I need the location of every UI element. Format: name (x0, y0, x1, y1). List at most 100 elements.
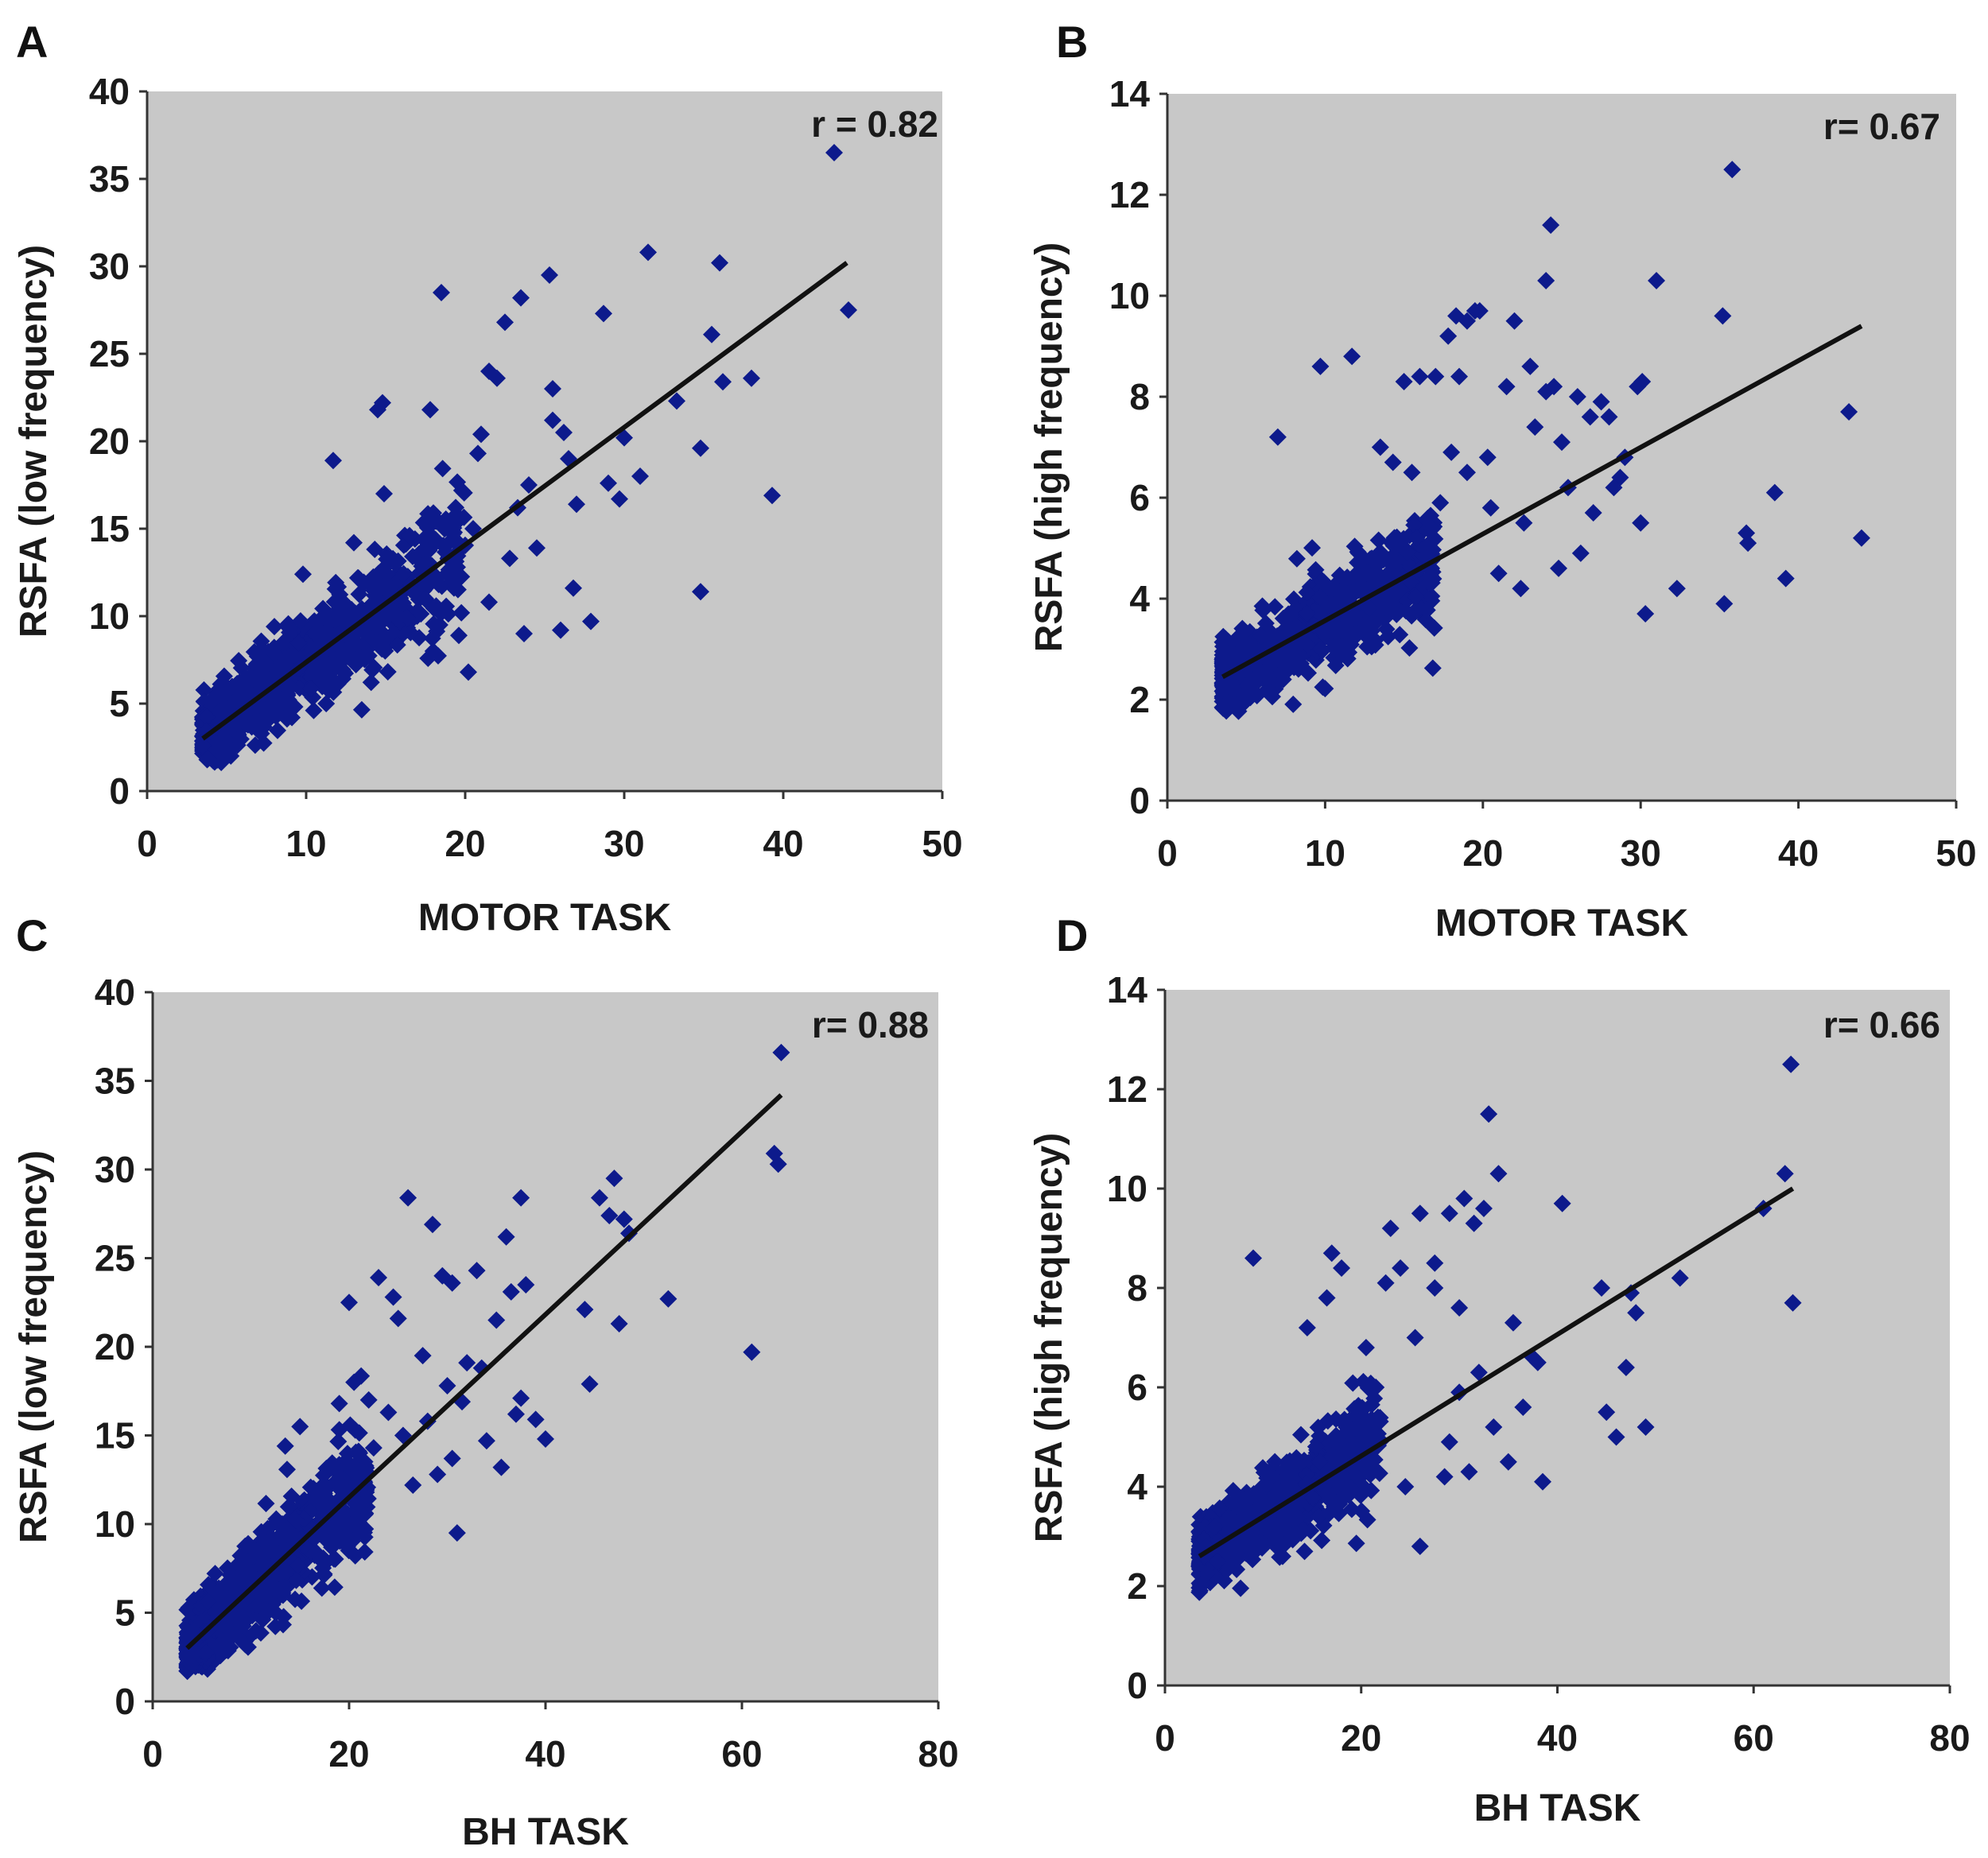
data-point (1395, 372, 1413, 390)
x-tick-label: 60 (721, 1733, 762, 1775)
data-point (422, 527, 441, 545)
data-point (1533, 1472, 1551, 1491)
data-point (1259, 1521, 1277, 1539)
x-tick-label: 20 (328, 1733, 369, 1775)
data-point (1521, 357, 1540, 375)
data-point (1739, 534, 1757, 553)
data-point (1478, 448, 1497, 467)
data-point (247, 1622, 265, 1640)
data-point (348, 568, 367, 587)
data-point (384, 1288, 402, 1306)
y-axis-title: RSFA (low frequency) (13, 1150, 55, 1543)
y-tick-label: 40 (89, 71, 130, 112)
y-tick-label: 0 (115, 1681, 135, 1722)
data-point (450, 626, 468, 645)
data-point (257, 1495, 275, 1513)
data-point (269, 721, 287, 739)
data-point (1571, 544, 1590, 562)
data-point (274, 1608, 293, 1626)
data-point (541, 266, 558, 284)
data-point (1255, 1535, 1273, 1554)
data-point (389, 1309, 407, 1328)
data-point (447, 498, 465, 517)
data-point (692, 583, 709, 601)
data-point (227, 692, 245, 710)
data-point (1474, 1200, 1493, 1217)
data-point (363, 661, 382, 679)
panel-D: 0 2 4 6 8 10 12 14 0 20 40 60 80 BH TASK RSFA (high fr… (1028, 910, 1971, 1829)
data-point (1568, 388, 1586, 405)
data-point (1309, 1418, 1327, 1437)
data-point (316, 1480, 334, 1498)
data-point (1370, 1464, 1388, 1483)
data-point (1515, 514, 1533, 532)
data-point (1198, 1565, 1216, 1583)
data-point (421, 401, 439, 419)
data-point (468, 1262, 486, 1280)
data-point (369, 401, 386, 419)
data-point (615, 1210, 633, 1228)
data-point (659, 1290, 678, 1308)
data-point (379, 663, 397, 681)
panel-A: 0 5 10 15 20 25 30 35 40 0 10 20 30 40 50 MOTOR TASK RSF… (13, 17, 963, 939)
y-tick-label: 12 (1107, 1069, 1147, 1110)
data-point (1600, 408, 1618, 426)
data-point (631, 467, 649, 485)
y-tick-label: 0 (1127, 1665, 1147, 1706)
x-tick-label: 40 (525, 1733, 565, 1775)
data-point (1253, 597, 1272, 615)
data-point (1312, 640, 1330, 658)
data-point (305, 701, 323, 720)
data-point (317, 694, 336, 712)
data-point (1340, 643, 1358, 661)
y-tick-label: 0 (1129, 780, 1150, 821)
correlation-label: r= 0.88 (812, 1004, 929, 1045)
data-point (401, 526, 418, 545)
data-point (772, 1043, 790, 1061)
data-point (1553, 433, 1571, 452)
data-point (325, 1578, 344, 1596)
data-point (1287, 1507, 1306, 1526)
y-axis-title: RSFA (high frequency) (1028, 1133, 1070, 1543)
data-point (714, 373, 732, 391)
y-tick-label: 6 (1129, 477, 1150, 518)
y-tick-label: 5 (109, 683, 130, 724)
data-point (355, 1528, 374, 1546)
data-point (1481, 498, 1500, 517)
data-point (1411, 1538, 1429, 1555)
data-point (763, 487, 781, 505)
data-point (1258, 681, 1276, 699)
data-point (294, 565, 312, 584)
data-point (1209, 1553, 1227, 1571)
data-point (425, 504, 442, 522)
data-point (1303, 539, 1322, 557)
data-point (517, 1275, 535, 1294)
x-tick-label: 50 (1936, 832, 1976, 874)
data-point (1505, 312, 1524, 330)
x-tick-label: 50 (922, 823, 962, 864)
data-point (1455, 1189, 1474, 1208)
data-point (1315, 573, 1334, 592)
y-tick-label: 6 (1127, 1367, 1147, 1408)
data-point (1357, 1339, 1375, 1356)
data-point (1313, 1531, 1331, 1550)
data-point (350, 1424, 368, 1442)
data-point (386, 607, 404, 625)
data-point (582, 612, 600, 630)
data-point (1450, 367, 1469, 386)
data-point (434, 537, 452, 555)
data-point (1374, 550, 1392, 568)
x-tick-label: 10 (1305, 832, 1345, 874)
data-point (437, 597, 456, 615)
data-point (501, 549, 518, 568)
data-point (1514, 1398, 1532, 1416)
y-tick-label: 5 (115, 1592, 135, 1634)
data-point (1403, 464, 1421, 482)
data-point (769, 1155, 787, 1173)
data-point (404, 1476, 422, 1494)
data-point (1537, 382, 1555, 401)
data-point (477, 1432, 495, 1450)
data-point (1550, 559, 1568, 577)
